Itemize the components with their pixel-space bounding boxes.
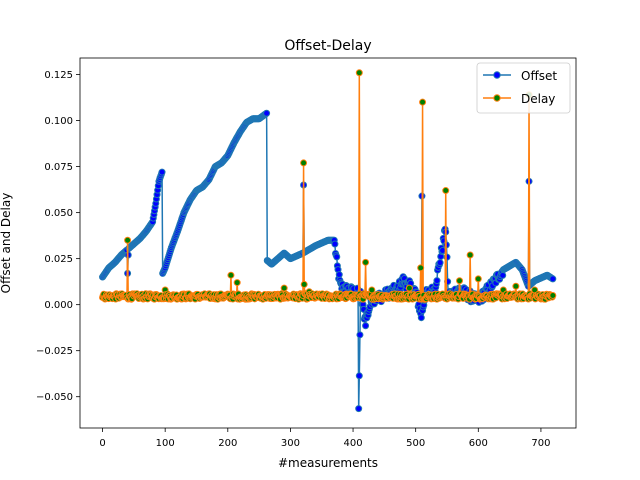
offset-point [355, 372, 363, 380]
y-tick-label: 0.075 [44, 162, 73, 173]
delay-point [233, 279, 241, 287]
delay-point [419, 98, 427, 106]
offset-point [499, 271, 507, 279]
x-tick-label: 0 [99, 438, 105, 449]
series-layer [99, 69, 557, 413]
offset-point [417, 314, 425, 322]
delay-point [549, 291, 557, 299]
x-tick-label: 400 [344, 438, 363, 449]
offset-point [355, 405, 363, 413]
delay-point [355, 69, 363, 77]
offset-point [263, 109, 271, 117]
offset-point [335, 271, 343, 279]
delay-point [300, 280, 308, 288]
y-tick-label: −0.050 [36, 392, 73, 403]
delay-point [474, 275, 482, 283]
plot-frame [79, 57, 577, 429]
offset-point [158, 168, 166, 176]
legend: Offset Delay [476, 62, 571, 114]
legend-offset-marker [493, 71, 501, 79]
x-tick-label: 700 [531, 438, 550, 449]
delay-point [368, 286, 376, 294]
x-axis: 0 100 200 300 400 500 600 700 [99, 428, 550, 449]
x-tick-label: 500 [406, 438, 425, 449]
y-tick-label: 0.025 [44, 254, 73, 265]
delay-point [417, 264, 425, 272]
y-tick-label: 0.050 [44, 208, 73, 219]
delay-point [512, 282, 520, 290]
x-tick-label: 200 [218, 438, 237, 449]
delay-point [405, 284, 413, 292]
delay-point [227, 271, 235, 279]
offset-point [436, 259, 444, 267]
offset-point [362, 322, 370, 330]
legend-delay-label: Delay [521, 92, 555, 106]
x-tick-label: 300 [281, 438, 300, 449]
x-tick-label: 600 [469, 438, 488, 449]
delay-series [99, 69, 557, 303]
offset-point [356, 331, 364, 339]
y-tick-label: 0.125 [44, 70, 73, 81]
chart-title: Offset-Delay [284, 38, 371, 54]
delay-point [124, 236, 132, 244]
x-tick-label: 100 [156, 438, 175, 449]
delay-point [362, 258, 370, 266]
legend-offset-label: Offset [521, 69, 557, 83]
y-tick-label: −0.025 [36, 346, 73, 357]
offset-point [331, 240, 339, 248]
delay-point [456, 277, 464, 285]
legend-delay-marker [493, 94, 501, 102]
offset-point [433, 277, 441, 285]
delay-point [280, 284, 288, 292]
y-tick-label: 0.100 [44, 116, 73, 127]
delay-point [300, 159, 308, 167]
plot-area [79, 57, 577, 429]
delay-point [466, 251, 474, 259]
offset-point [549, 275, 557, 283]
y-axis: −0.050 −0.025 0.000 0.025 0.050 0.075 0.100 0.1… [36, 70, 80, 403]
y-axis-label: Offset and Delay [0, 193, 13, 294]
offset-point [333, 253, 341, 261]
delay-point [442, 187, 450, 195]
x-axis-label: #measurements [278, 456, 378, 470]
y-tick-label: 0.000 [44, 300, 73, 311]
